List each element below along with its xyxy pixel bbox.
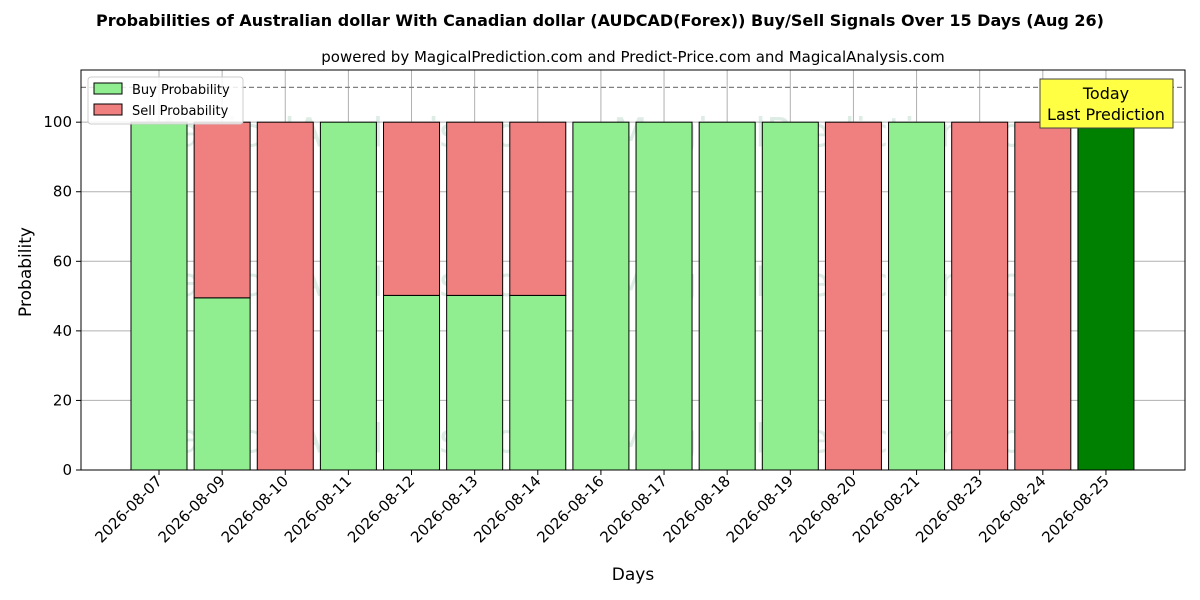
bar-sell-2026-08-13 [446,121,504,296]
legend-swatch-sell [93,103,123,116]
plot-frame [80,69,1186,471]
bar-buy-2026-08-13 [446,294,504,471]
bar-buy-2026-08-09 [193,297,251,471]
y-tick-label: 100 [43,113,72,131]
bar-buy-2026-08-17 [635,121,693,471]
bar-buy-2026-08-12 [383,294,441,471]
today-annotation: Today Last Prediction [1039,78,1174,129]
bar-buy-2026-08-14 [509,294,567,471]
bar-sell-2026-08-10 [256,121,314,471]
bar-buy-2026-08-19 [761,121,819,471]
bar-sell-2026-08-09 [193,121,251,299]
y-tick-label: 0 [62,461,72,479]
annotation-box [1039,78,1174,129]
bar-buy-2026-08-07 [130,121,188,471]
legend: Buy Probability Sell Probability [87,76,244,125]
y-tick-label: 20 [53,391,72,409]
chart-subtitle: powered by MagicalPrediction.com and Pre… [321,48,945,66]
y-axis-label: Probability [16,227,36,317]
legend-swatch-buy [93,82,123,95]
y-tick-label: 60 [53,252,72,270]
legend-label-buy: Buy Probability [132,83,230,98]
bar-buy-2026-08-25 [1077,121,1135,471]
bar-sell-2026-08-12 [383,121,441,296]
bar-buy-2026-08-11 [319,121,377,471]
y-axis-ticks: 0 20 40 60 80 100 [43,113,81,479]
bar-sell-2026-08-14 [509,121,567,296]
bar-sell-2026-08-24 [1014,121,1072,471]
bars [130,121,1135,471]
y-tick-label: 40 [53,322,72,340]
bar-buy-2026-08-16 [572,121,630,471]
bar-sell-2026-08-23 [951,121,1009,471]
y-tick-label: 80 [53,183,72,201]
annotation-line-1: Today [1082,84,1129,103]
chart-title: Probabilities of Australian dollar With … [96,11,1104,30]
x-axis-label: Days [612,565,655,585]
legend-label-sell: Sell Probability [132,104,229,119]
bar-sell-2026-08-20 [824,121,882,471]
bar-buy-2026-08-21 [888,121,946,471]
legend-box [87,76,244,125]
annotation-line-2: Last Prediction [1047,105,1165,124]
bar-buy-2026-08-18 [698,121,756,471]
